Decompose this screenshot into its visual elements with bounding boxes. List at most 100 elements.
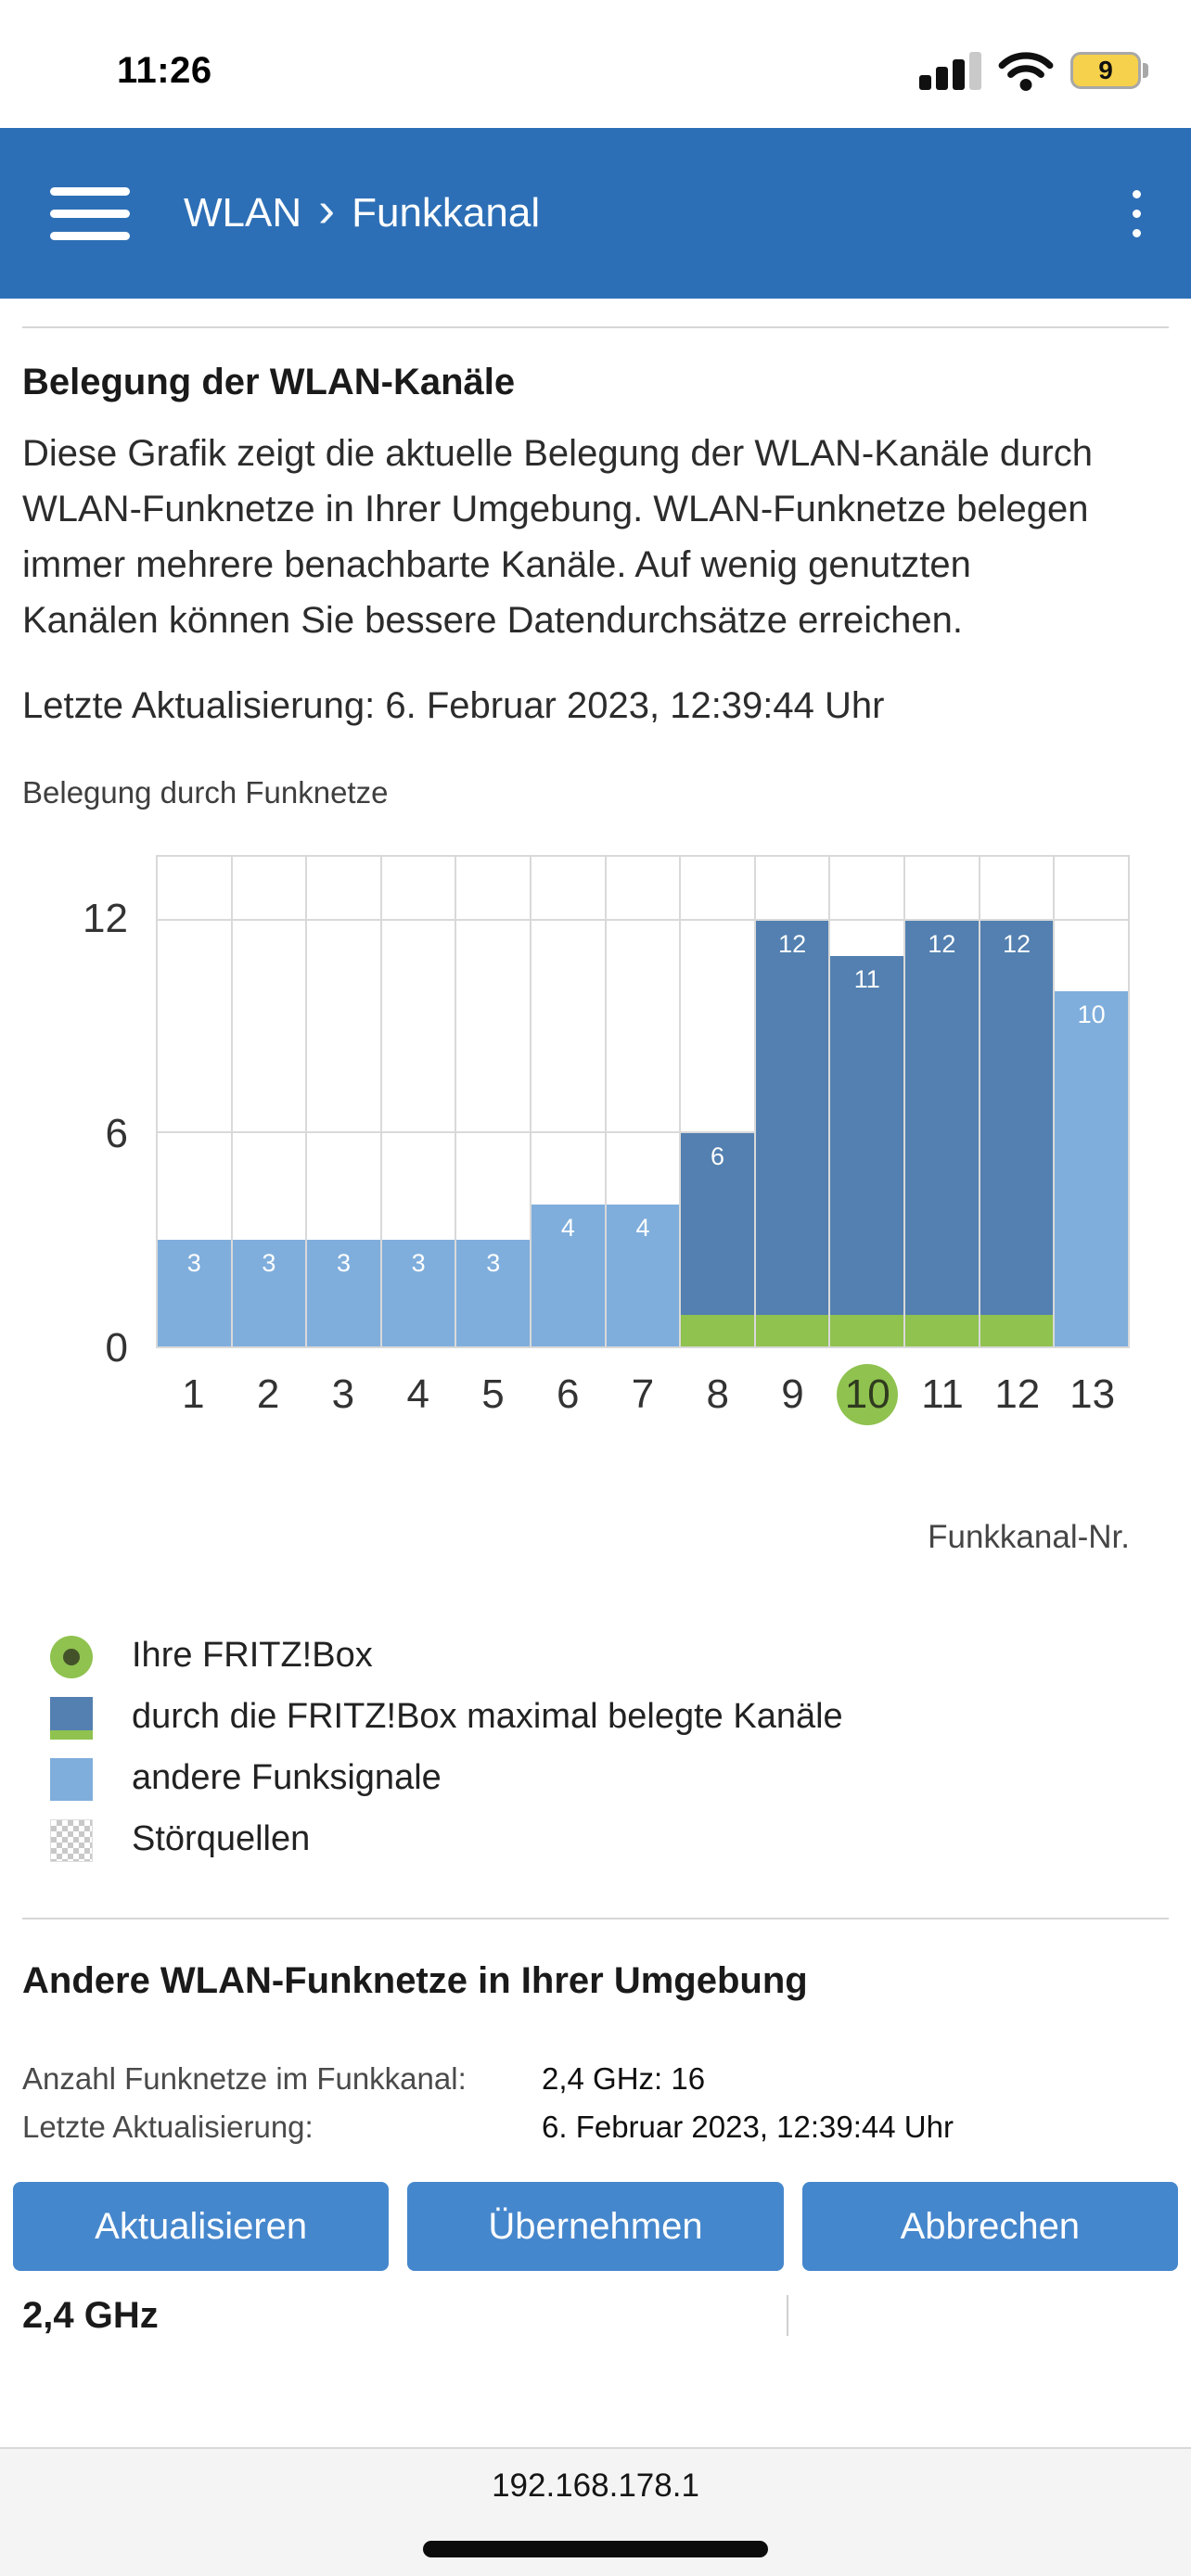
x-axis-caption: Funkkanal-Nr. bbox=[928, 1519, 1130, 1555]
chevron-right-icon: › bbox=[318, 182, 336, 237]
x-tick-cell-12: 12 bbox=[980, 1359, 1055, 1430]
chart-bar-channel-8: 6 bbox=[681, 1133, 754, 1346]
chart-bar-channel-1: 3 bbox=[158, 1240, 231, 1346]
x-tick-label: 11 bbox=[921, 1371, 964, 1417]
x-tick-label: 8 bbox=[706, 1371, 729, 1417]
legend-label: andere Funksignale bbox=[132, 1758, 442, 1797]
fritz-occupied-swatch bbox=[50, 1697, 93, 1740]
chart-bar-channel-2: 3 bbox=[232, 1240, 306, 1346]
info-label: Letzte Aktualisierung: bbox=[22, 2110, 314, 2144]
bar-value-label: 12 bbox=[1002, 929, 1031, 958]
chart-column-11: 12 bbox=[905, 857, 980, 1346]
apply-button[interactable]: Übernehmen bbox=[407, 2182, 784, 2271]
content: Belegung der WLAN-Kanäle Diese Grafik ze… bbox=[0, 326, 1191, 2336]
chart-column-3: 3 bbox=[307, 857, 382, 1346]
status-time: 11:26 bbox=[117, 49, 212, 91]
chart-bar-channel-4: 3 bbox=[381, 1240, 455, 1346]
other-signals-swatch bbox=[50, 1758, 93, 1801]
chart-column-6: 4 bbox=[531, 857, 607, 1346]
x-tick-label: 5 bbox=[481, 1371, 505, 1417]
action-buttons: Aktualisieren Übernehmen Abbrechen bbox=[13, 2182, 1178, 2271]
x-tick-cell-4: 4 bbox=[380, 1359, 455, 1430]
bar-value-label: 6 bbox=[711, 1142, 725, 1171]
battery-nub bbox=[1143, 63, 1148, 78]
x-tick-label: 6 bbox=[556, 1371, 580, 1417]
legend-item-interference: Störquellen bbox=[50, 1817, 1169, 1862]
channel-occupancy-chart: 12 6 0 3 3 3 3 3 4 4 6 12 11 12 12 10 bbox=[22, 855, 1130, 1371]
chart-bar-channel-5: 3 bbox=[456, 1240, 531, 1346]
chart-column-4: 3 bbox=[381, 857, 457, 1346]
fritzbox-occupied-base bbox=[830, 1315, 904, 1346]
chart-title: Belegung durch Funknetze bbox=[22, 775, 389, 810]
page-title: Funkkanal bbox=[352, 190, 541, 236]
chart-bar-channel-6: 4 bbox=[531, 1204, 605, 1346]
interference-swatch bbox=[50, 1819, 93, 1862]
legend-label: Ihre FRITZ!Box bbox=[132, 1636, 373, 1675]
fritzbox-occupied-base bbox=[905, 1315, 979, 1346]
status-bar: 11:26 9 bbox=[0, 0, 1191, 128]
chart-column-7: 4 bbox=[606, 857, 682, 1346]
h-gridline-6 bbox=[158, 1131, 1128, 1134]
h-gridline-12 bbox=[158, 918, 1128, 921]
home-indicator[interactable] bbox=[423, 2541, 768, 2557]
chart-bar-channel-3: 3 bbox=[307, 1240, 380, 1346]
bar-value-label: 10 bbox=[1077, 1001, 1106, 1029]
x-axis: 1 2 3 4 5 6 7 8 9 10 11 12 13 bbox=[156, 1359, 1130, 1430]
bar-value-label: 4 bbox=[560, 1213, 575, 1242]
bar-value-label: 3 bbox=[262, 1249, 276, 1278]
app-header: WLAN › Funkkanal bbox=[0, 128, 1191, 299]
network-info-rows: Anzahl Funknetze im Funkkanal: 2,4 GHz: … bbox=[22, 2061, 1169, 2145]
legend-item-occupied: durch die FRITZ!Box maximal belegte Kanä… bbox=[50, 1695, 1169, 1740]
info-row-update: Letzte Aktualisierung: 6. Februar 2023, … bbox=[22, 2110, 1169, 2145]
y-axis-tick-6: 6 bbox=[105, 1110, 128, 1156]
x-tick-cell-2: 2 bbox=[231, 1359, 306, 1430]
chart-column-5: 3 bbox=[456, 857, 532, 1346]
browser-bottom-bar: 192.168.178.1 bbox=[0, 2447, 1191, 2576]
legend-item-fritzbox: Ihre FRITZ!Box bbox=[50, 1634, 1169, 1678]
bar-value-label: 3 bbox=[486, 1249, 501, 1278]
x-tick-cell-10: 10 bbox=[830, 1359, 905, 1430]
info-value: 6. Februar 2023, 12:39:44 Uhr bbox=[542, 2110, 954, 2144]
cancel-button[interactable]: Abbrechen bbox=[801, 2182, 1178, 2271]
last-update-text: Letzte Aktualisierung: 6. Februar 2023, … bbox=[22, 685, 885, 726]
y-axis: 12 6 0 bbox=[22, 855, 156, 1371]
bar-value-label: 3 bbox=[411, 1249, 426, 1278]
hamburger-menu-icon[interactable] bbox=[50, 182, 130, 246]
description-text: Diese Grafik zeigt die aktuelle Belegung… bbox=[22, 433, 1093, 641]
chart-bar-channel-7: 4 bbox=[606, 1204, 680, 1346]
info-label: Anzahl Funknetze im Funkkanal: bbox=[22, 2061, 467, 2096]
bar-value-label: 12 bbox=[928, 929, 956, 958]
divider bbox=[22, 1918, 1169, 1919]
bar-value-label: 11 bbox=[853, 965, 880, 994]
next-section-heading-partial: 2,4 GHz bbox=[22, 2295, 159, 2336]
chart-bar-channel-12: 12 bbox=[980, 920, 1054, 1346]
fritzbox-occupied-base bbox=[980, 1315, 1054, 1346]
wifi-icon bbox=[998, 52, 1054, 91]
chart-column-2: 3 bbox=[232, 857, 308, 1346]
plot-area: 3 3 3 3 3 4 4 6 12 11 12 12 10 bbox=[156, 855, 1130, 1348]
info-row-count: Anzahl Funknetze im Funkkanal: 2,4 GHz: … bbox=[22, 2061, 1169, 2097]
legend-label: Störquellen bbox=[132, 1819, 311, 1858]
battery-icon: 9 bbox=[1070, 52, 1148, 89]
fritzbox-occupied-base bbox=[681, 1315, 754, 1346]
x-tick-label: 1 bbox=[182, 1371, 205, 1417]
legend-item-other-signals: andere Funksignale bbox=[50, 1756, 1169, 1801]
section-heading-channel-occupancy: Belegung der WLAN-Kanäle bbox=[22, 362, 516, 402]
kebab-menu-icon[interactable] bbox=[1123, 183, 1150, 245]
section-heading-other-networks: Andere WLAN-Funknetze in Ihrer Umgebung bbox=[22, 1960, 808, 2001]
x-tick-cell-9: 9 bbox=[755, 1359, 830, 1430]
refresh-button[interactable]: Aktualisieren bbox=[13, 2182, 390, 2271]
battery-level: 9 bbox=[1070, 52, 1141, 89]
address-bar[interactable]: 192.168.178.1 bbox=[492, 2468, 699, 2504]
x-tick-cell-11: 11 bbox=[905, 1359, 980, 1430]
info-value: 2,4 GHz: 16 bbox=[542, 2061, 706, 2096]
x-tick-label: 9 bbox=[781, 1371, 804, 1417]
chart-bar-channel-11: 12 bbox=[905, 920, 979, 1346]
table-column-divider bbox=[787, 2295, 788, 2336]
chart-column-10: 11 bbox=[830, 857, 906, 1346]
status-icons: 9 bbox=[919, 48, 1148, 93]
fritzbox-occupied-base bbox=[755, 1315, 829, 1346]
x-tick-label: 12 bbox=[994, 1371, 1041, 1417]
bar-value-label: 3 bbox=[186, 1249, 201, 1278]
